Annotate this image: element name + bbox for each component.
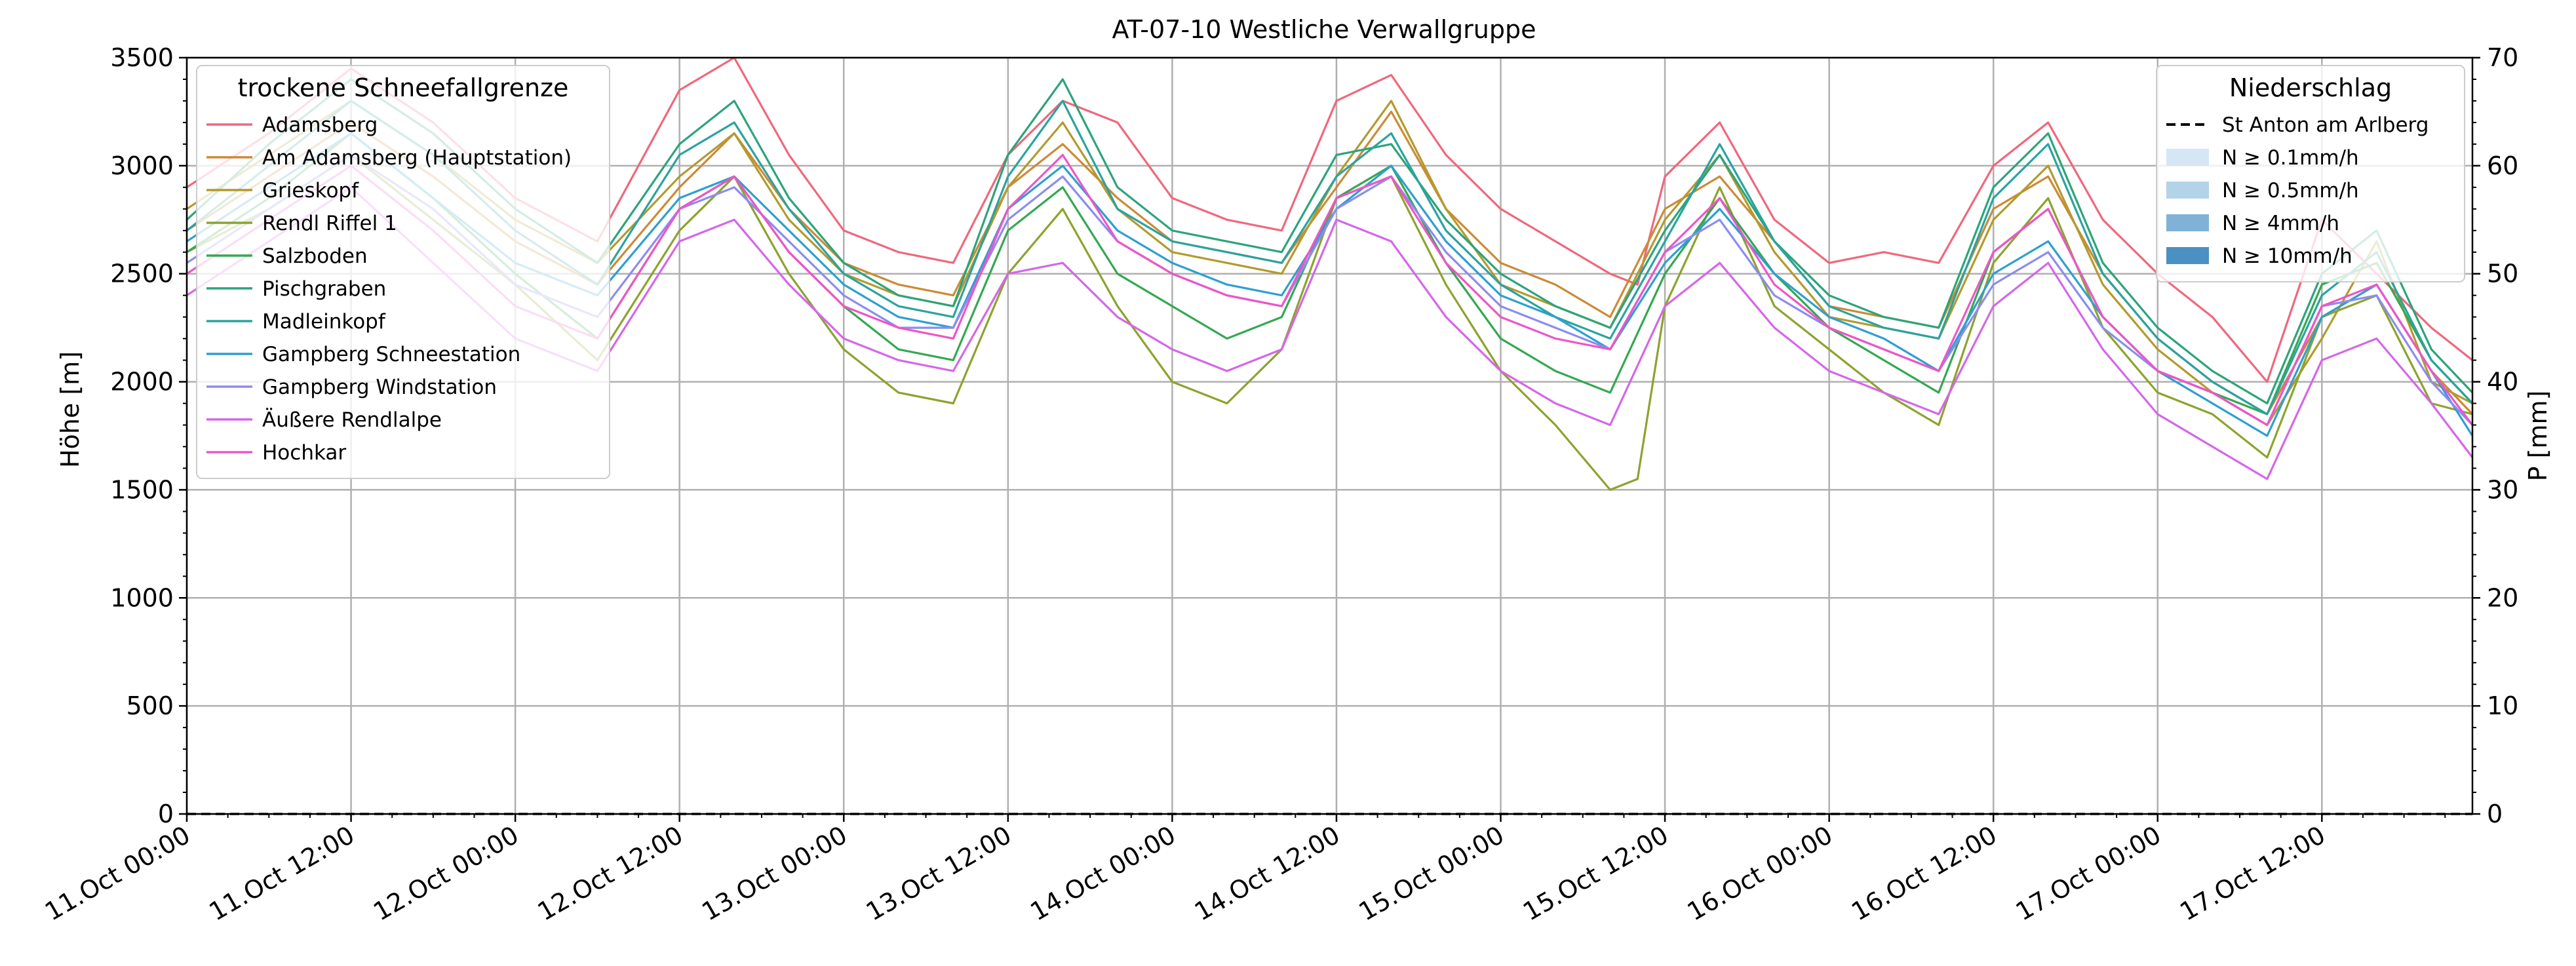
legend-swatch xyxy=(2166,247,2209,264)
legend-label: Gampberg Schneestation xyxy=(262,343,520,366)
legend-label: N ≥ 0.5mm/h xyxy=(2222,179,2359,203)
legend-label: Am Adamsberg (Hauptstation) xyxy=(262,146,572,170)
legend-box xyxy=(2156,65,2465,282)
legend-title: Niederschlag xyxy=(2229,73,2392,102)
y2-tick-label: 0 xyxy=(2487,800,2503,828)
legend-box xyxy=(196,65,610,479)
y-tick-label: 1000 xyxy=(110,583,174,612)
legend-label: N ≥ 0.1mm/h xyxy=(2222,146,2359,170)
y2-tick-label: 20 xyxy=(2487,583,2518,612)
series-line xyxy=(186,100,2473,427)
legend-swatch xyxy=(2166,149,2209,166)
plot-frame xyxy=(185,56,2474,815)
y-tick-label: 500 xyxy=(126,691,174,720)
y2-tick-label: 60 xyxy=(2487,151,2518,180)
legend-label: Rendl Riffel 1 xyxy=(262,212,397,235)
legend-swatch xyxy=(2166,182,2209,199)
y-axis-label: Höhe [m] xyxy=(56,351,85,468)
y2-tick-label: 30 xyxy=(2487,475,2518,504)
legend-label: Adamsberg xyxy=(262,113,378,137)
legend-label: Pischgraben xyxy=(262,277,386,301)
series-lines xyxy=(185,56,2474,491)
y2-tick-label: 70 xyxy=(2487,43,2518,72)
series-line xyxy=(186,56,2473,383)
series-line xyxy=(186,100,2474,415)
legend-stations: trockene Schneefallgrenze Adamsberg Am Ada… xyxy=(196,65,610,479)
legend-title: trockene Schneefallgrenze xyxy=(238,73,569,102)
y2-axis-label: P [mm] xyxy=(2524,391,2552,482)
legend-precipitation: Niederschlag St Anton am Arlberg N ≥ 0.1mm… xyxy=(2156,65,2465,282)
legend-swatch xyxy=(2166,214,2209,231)
y-tick-label: 3000 xyxy=(110,151,174,180)
series-line xyxy=(186,153,2474,427)
legend-label: N ≥ 10mm/h xyxy=(2222,244,2352,268)
legend-label: St Anton am Arlberg xyxy=(2222,113,2429,137)
legend-label: Hochkar xyxy=(262,441,346,465)
y-tick-label: 2000 xyxy=(110,368,174,396)
legend-label: Grieskopf xyxy=(262,179,359,203)
legend-label: Madleinkopf xyxy=(262,310,386,334)
y-tick-label: 0 xyxy=(158,800,174,828)
y-tick-label: 2500 xyxy=(110,260,174,288)
y2-tick-label: 40 xyxy=(2487,368,2518,396)
series-line xyxy=(186,186,2474,480)
legend-label: Äußere Rendlalpe xyxy=(262,408,442,432)
y-tick-label: 3500 xyxy=(110,43,174,72)
y2-tick-label: 50 xyxy=(2487,260,2518,288)
y-tick-label: 1500 xyxy=(110,475,174,504)
legend-label: Salzboden xyxy=(262,244,368,268)
y2-tick-label: 10 xyxy=(2487,691,2518,720)
chart-title: AT-07-10 Westliche Verwallgruppe xyxy=(1112,15,1536,44)
series-line xyxy=(186,153,2474,427)
legend-label: N ≥ 4mm/h xyxy=(2222,212,2339,235)
legend-label: Gampberg Windstation xyxy=(262,376,497,399)
